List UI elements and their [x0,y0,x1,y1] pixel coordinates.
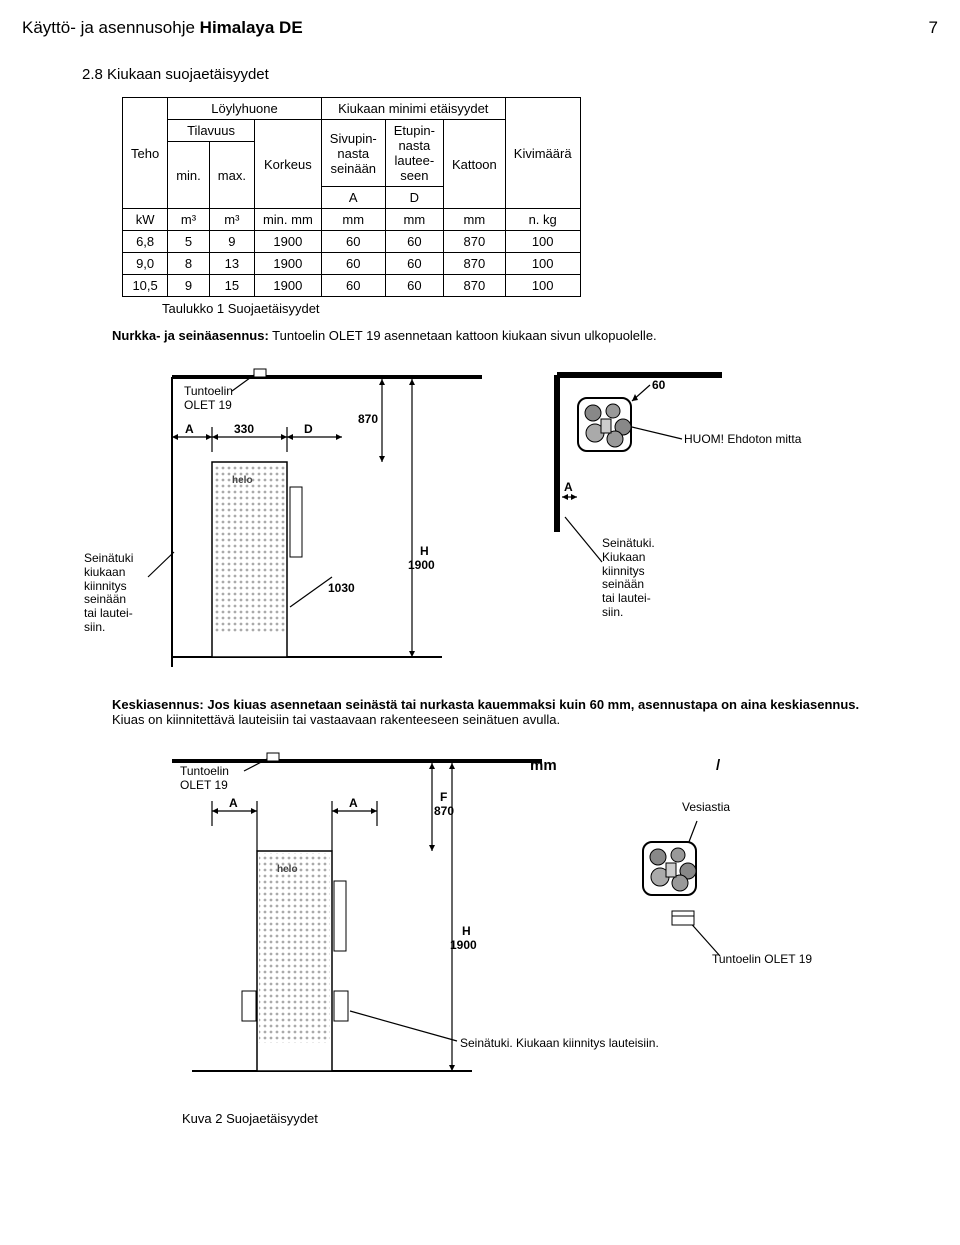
dim-d: D [304,423,313,437]
th-min: min. [168,142,210,209]
dim-a-2b: A [349,797,358,811]
th-kiukaan: Kiukaan minimi etäisyydet [321,98,505,120]
unit-mm-3: mm [443,209,505,231]
title-prefix: Käyttö- ja asennusohje [22,18,200,37]
seinatuki-right: Seinätuki. Kiukaan kiinnitys seinään tai… [602,537,655,620]
keski-paragraph: Keskiasennus: Jos kiuas asennetaan seinä… [112,697,878,727]
dim-a-2a: A [229,797,238,811]
huom-label: HUOM! Ehdoton mitta [684,433,801,447]
figure-caption: Kuva 2 Suojaetäisyydet [182,1111,938,1126]
dim-330: 330 [234,423,254,437]
keski-bold: Keskiasennus: Jos kiuas asennetaan seinä… [112,697,859,712]
keski-rest: Kiuas on kiinnitettävä lauteisiin tai va… [112,712,560,727]
th-etu: Etupin- nasta lautee- seen [385,120,443,187]
th-kivimaara: Kivimäärä [505,98,580,209]
dim-h: H [420,545,429,559]
stones-svg-icon [644,843,699,898]
stone-topview-icon [577,397,632,452]
table-row: 6,8 5 9 1900 60 60 870 100 [123,231,581,253]
table-caption: Taulukko 1 Suojaetäisyydet [162,301,938,316]
nurkka-bold: Nurkka- ja seinäasennus: [112,328,269,343]
dim-1900-2: 1900 [450,939,477,953]
page-number: 7 [929,18,938,38]
tuntoelin-label: Tuntoelin OLET 19 [184,385,233,413]
nurkka-rest: Tuntoelin OLET 19 asennetaan kattoon kiu… [269,328,657,343]
safety-distance-table: Teho Löylyhuone Kiukaan minimi etäisyyde… [122,97,581,297]
unit-mm-2: mm [385,209,443,231]
helo-logo-2: helo [277,864,298,875]
th-kattoon: Kattoon [443,120,505,209]
stone-topview-icon [642,841,697,896]
th-teho: Teho [123,98,168,209]
unit-nkg: n. kg [505,209,580,231]
doc-title: Käyttö- ja asennusohje Himalaya DE [22,18,303,38]
th-letter-a: A [321,187,385,209]
dim-1030: 1030 [328,582,355,596]
seinatuki-bottom: Seinätuki. Kiukaan kiinnitys lauteisiin. [460,1037,659,1051]
dim-870: 870 [358,413,378,427]
dim-870-2: 870 [434,805,454,819]
dim-a-right: A [564,481,573,495]
diagram-2: Tuntoelin OLET 19 mm / A A F 870 H 1900 … [112,741,882,1101]
unit-minmm: min. mm [254,209,321,231]
seinatuki-left: Seinätuki kiukaan kiinnitys seinään tai … [84,552,164,635]
dim-1900: 1900 [408,559,435,573]
th-loylyhuone: Löylyhuone [168,98,322,120]
unit-kw: kW [123,209,168,231]
dim-60: 60 [652,379,665,393]
unit-m3-2: m³ [209,209,254,231]
th-tilavuus: Tilavuus [168,120,255,142]
unit-m3-1: m³ [168,209,210,231]
vesiastia-label: Vesiastia [682,801,730,815]
stones-svg-icon [579,399,634,454]
dim-f: F [440,791,447,805]
section-title: 2.8 Kiukaan suojaetäisyydet [82,66,938,83]
dim-mm: mm [530,757,557,774]
dim-a: A [185,423,194,437]
dim-h-2: H [462,925,471,939]
nurkka-paragraph: Nurkka- ja seinäasennus: Tuntoelin OLET … [112,328,878,343]
tuntoelin-right-label: Tuntoelin OLET 19 [712,953,812,967]
th-letter-d: D [385,187,443,209]
diagram-1: Tuntoelin OLET 19 A 330 D 870 60 H 1900 … [112,357,882,677]
th-sivu: Sivupin- nasta seinään [321,120,385,187]
table-row: 10,5 9 15 1900 60 60 870 100 [123,275,581,297]
helo-logo: helo [232,475,253,486]
th-korkeus: Korkeus [254,120,321,209]
tuntoelin-label-2: Tuntoelin OLET 19 [180,765,229,793]
dim-slash: / [716,757,720,774]
title-bold: Himalaya DE [200,18,303,37]
th-max: max. [209,142,254,209]
table-row: 9,0 8 13 1900 60 60 870 100 [123,253,581,275]
unit-mm-1: mm [321,209,385,231]
